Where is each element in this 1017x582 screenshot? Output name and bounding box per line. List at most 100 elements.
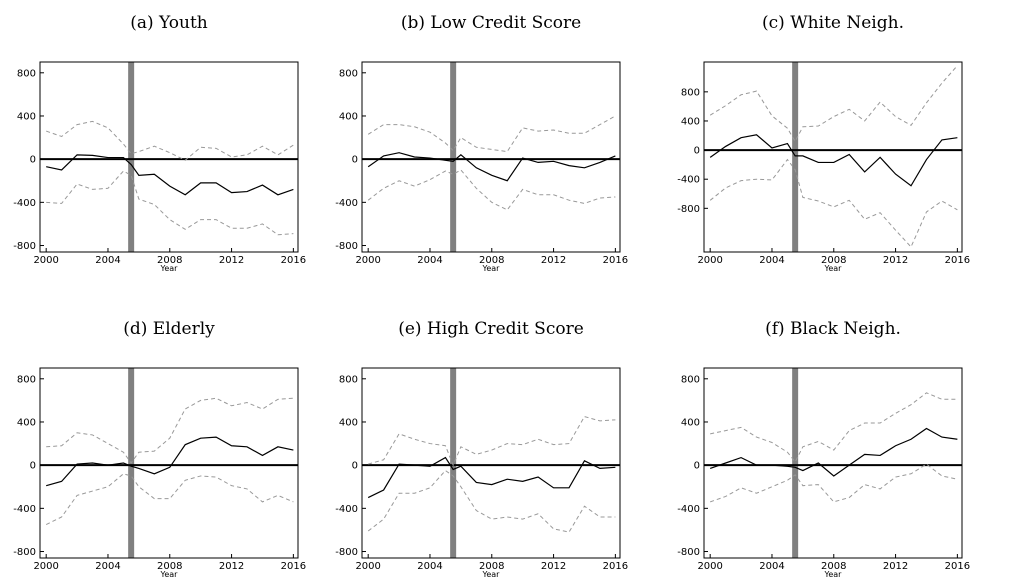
confidence-bound [46, 170, 294, 236]
y-tick-label: 800 [17, 374, 36, 385]
y-tick-label: 800 [681, 374, 700, 385]
x-axis-label: Year [824, 570, 843, 579]
y-tick-label: 0 [30, 461, 36, 472]
x-tick-label: 2008 [821, 255, 846, 266]
y-tick-label: -800 [677, 204, 700, 215]
plot-frame [361, 61, 621, 253]
plot-frame [703, 61, 963, 253]
x-tick-label: 2004 [417, 255, 442, 266]
plot-frame [703, 367, 963, 559]
y-tick-label: 800 [17, 68, 36, 79]
y-tick-label: 400 [681, 116, 700, 127]
panel-title: (c) White Neigh. [762, 13, 904, 33]
panel-title: (d) Elderly [123, 319, 215, 339]
y-tick-label: -400 [677, 504, 700, 515]
y-tick-label: 0 [352, 461, 358, 472]
estimate-line [367, 152, 616, 182]
y-tick-label: -400 [13, 198, 36, 209]
y-tick-label: -800 [335, 547, 358, 558]
y-tick-label: 400 [17, 417, 36, 428]
confidence-bound [367, 469, 616, 533]
x-tick-label: 2016 [603, 561, 628, 572]
estimate-line [46, 436, 294, 487]
x-tick-label: 2008 [821, 561, 846, 572]
y-tick-label: 0 [30, 155, 36, 166]
y-tick-label: 0 [352, 155, 358, 166]
x-tick-label: 2016 [945, 561, 970, 572]
x-tick-label: 2016 [281, 255, 306, 266]
y-tick-label: 0 [694, 146, 700, 157]
panel-title: (b) Low Credit Score [401, 13, 581, 33]
x-tick-label: 2008 [479, 561, 504, 572]
x-tick-label: 2004 [95, 561, 120, 572]
x-tick-label: 2000 [355, 561, 380, 572]
confidence-bound [710, 463, 958, 503]
x-axis-label: Year [482, 570, 501, 579]
plot-frame [361, 367, 621, 559]
y-tick-label: 800 [681, 87, 700, 98]
x-tick-label: 2012 [883, 255, 908, 266]
y-tick-label: 400 [339, 111, 358, 122]
x-axis-label: Year [160, 570, 179, 579]
x-tick-label: 2004 [759, 561, 784, 572]
x-tick-label: 2012 [219, 561, 244, 572]
y-tick-label: -400 [335, 198, 358, 209]
y-tick-label: 0 [694, 461, 700, 472]
confidence-bound [367, 169, 616, 211]
y-tick-label: 800 [339, 374, 358, 385]
treatment-band [450, 368, 457, 558]
confidence-bound [709, 158, 958, 248]
confidence-bound [709, 65, 958, 143]
x-tick-label: 2016 [281, 561, 306, 572]
x-tick-label: 2008 [157, 561, 182, 572]
plot-frame [39, 367, 299, 559]
confidence-bound [46, 120, 294, 161]
y-tick-label: 400 [681, 417, 700, 428]
y-tick-label: -800 [677, 547, 700, 558]
x-tick-label: 2012 [541, 561, 566, 572]
panel-title: (e) High Credit Score [398, 319, 584, 339]
y-tick-label: 800 [339, 68, 358, 79]
y-tick-label: 400 [339, 417, 358, 428]
treatment-band [792, 368, 799, 558]
treatment-band [450, 62, 457, 252]
x-axis-label: Year [824, 264, 843, 273]
y-tick-label: -400 [13, 504, 36, 515]
y-tick-label: -800 [13, 547, 36, 558]
y-tick-label: -800 [335, 241, 358, 252]
x-tick-label: 2004 [95, 255, 120, 266]
treatment-band [128, 62, 135, 252]
y-tick-label: -800 [13, 241, 36, 252]
x-axis-label: Year [482, 264, 501, 273]
confidence-bound [368, 415, 616, 467]
panel-title: (f) Black Neigh. [765, 319, 901, 339]
x-tick-label: 2012 [883, 561, 908, 572]
x-tick-label: 2008 [479, 255, 504, 266]
y-tick-label: -400 [677, 175, 700, 186]
confidence-bound [710, 392, 958, 463]
x-tick-label: 2000 [697, 561, 722, 572]
confidence-bound [46, 397, 294, 464]
treatment-band [792, 62, 799, 252]
x-tick-label: 2000 [355, 255, 380, 266]
confidence-bound [45, 473, 294, 525]
x-axis-label: Year [160, 264, 179, 273]
confidence-bound [367, 115, 616, 153]
estimate-line [367, 456, 616, 499]
y-tick-label: 400 [17, 111, 36, 122]
x-tick-label: 2012 [219, 255, 244, 266]
x-tick-label: 2000 [33, 561, 58, 572]
x-tick-label: 2004 [759, 255, 784, 266]
estimate-line [709, 134, 958, 187]
y-tick-label: -400 [335, 504, 358, 515]
plot-frame [39, 61, 299, 253]
x-tick-label: 2012 [541, 255, 566, 266]
x-tick-label: 2000 [697, 255, 722, 266]
x-tick-label: 2016 [603, 255, 628, 266]
x-tick-label: 2000 [33, 255, 58, 266]
x-tick-label: 2004 [417, 561, 442, 572]
x-tick-label: 2008 [157, 255, 182, 266]
x-tick-label: 2016 [945, 255, 970, 266]
panel-title: (a) Youth [130, 13, 208, 33]
